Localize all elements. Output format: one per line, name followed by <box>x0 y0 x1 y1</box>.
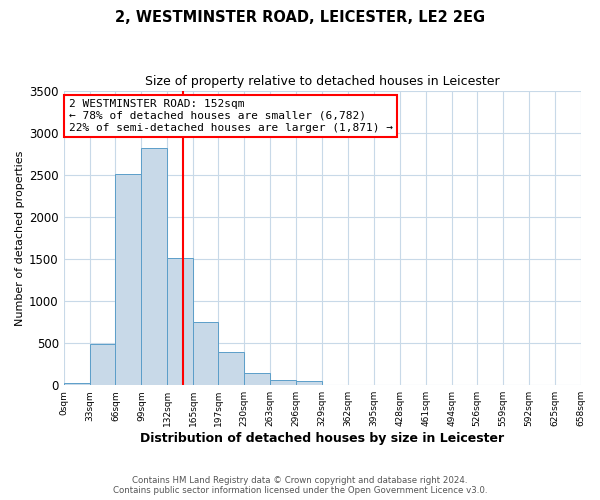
Y-axis label: Number of detached properties: Number of detached properties <box>15 150 25 326</box>
Bar <box>296 381 322 385</box>
Bar <box>244 373 270 385</box>
Bar <box>218 352 244 385</box>
Bar <box>115 174 142 385</box>
Bar <box>167 258 193 385</box>
X-axis label: Distribution of detached houses by size in Leicester: Distribution of detached houses by size … <box>140 432 504 445</box>
Bar <box>270 380 296 385</box>
Bar <box>193 322 218 385</box>
Title: Size of property relative to detached houses in Leicester: Size of property relative to detached ho… <box>145 75 499 88</box>
Bar <box>89 344 115 385</box>
Bar <box>64 382 89 385</box>
Text: 2 WESTMINSTER ROAD: 152sqm
← 78% of detached houses are smaller (6,782)
22% of s: 2 WESTMINSTER ROAD: 152sqm ← 78% of deta… <box>69 100 393 132</box>
Text: 2, WESTMINSTER ROAD, LEICESTER, LE2 2EG: 2, WESTMINSTER ROAD, LEICESTER, LE2 2EG <box>115 10 485 25</box>
Text: Contains HM Land Registry data © Crown copyright and database right 2024.
Contai: Contains HM Land Registry data © Crown c… <box>113 476 487 495</box>
Bar <box>142 148 167 385</box>
